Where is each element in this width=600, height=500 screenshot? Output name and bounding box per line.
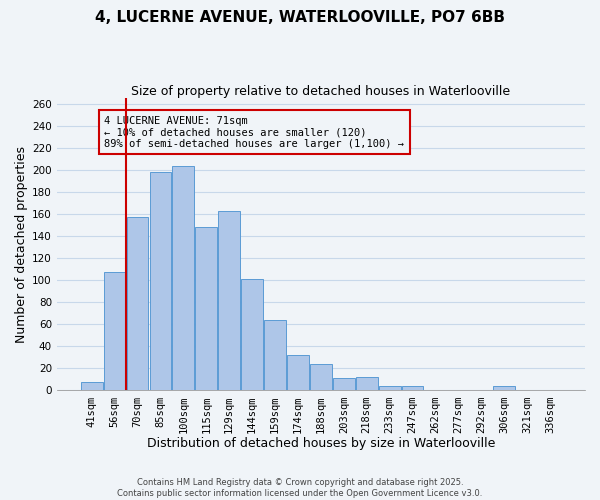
Bar [241,279,263,390]
Title: Size of property relative to detached houses in Waterlooville: Size of property relative to detached ho… [131,85,511,98]
Text: 4 LUCERNE AVENUE: 71sqm
← 10% of detached houses are smaller (120)
89% of semi-d: 4 LUCERNE AVENUE: 71sqm ← 10% of detache… [104,116,404,148]
Bar [81,382,103,390]
Bar [333,378,355,390]
Bar [401,386,424,390]
Bar [493,386,515,390]
X-axis label: Distribution of detached houses by size in Waterlooville: Distribution of detached houses by size … [147,437,495,450]
Bar [310,364,332,390]
Bar [104,272,125,390]
Bar [196,227,217,390]
Y-axis label: Number of detached properties: Number of detached properties [15,146,28,342]
Bar [356,377,377,390]
Bar [149,172,172,390]
Bar [379,386,401,390]
Bar [127,217,148,390]
Text: 4, LUCERNE AVENUE, WATERLOOVILLE, PO7 6BB: 4, LUCERNE AVENUE, WATERLOOVILLE, PO7 6B… [95,10,505,25]
Bar [218,210,240,390]
Bar [287,355,309,390]
Bar [172,166,194,390]
Text: Contains HM Land Registry data © Crown copyright and database right 2025.
Contai: Contains HM Land Registry data © Crown c… [118,478,482,498]
Bar [264,320,286,390]
